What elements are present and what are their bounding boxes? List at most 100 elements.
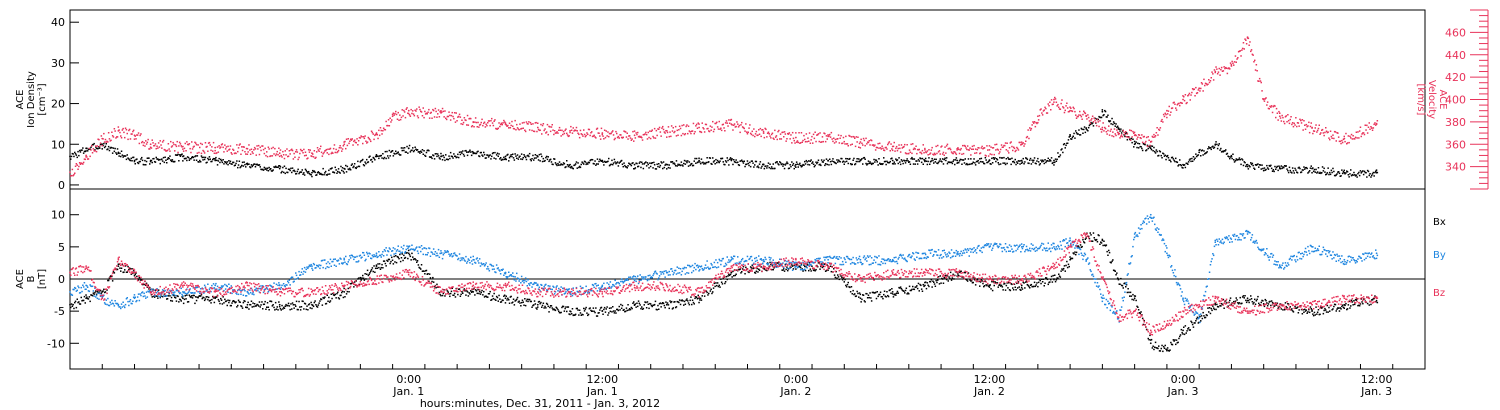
series-point (272, 146, 274, 149)
series-point (1160, 120, 1162, 122)
series-point (1085, 237, 1087, 239)
series-point (353, 286, 355, 288)
series-point (1243, 48, 1245, 50)
series-point (534, 154, 537, 156)
series-point (71, 152, 74, 155)
series-point (1211, 309, 1213, 312)
series-point (718, 120, 720, 123)
series-point (730, 118, 733, 121)
series-point (478, 290, 481, 293)
series-point (929, 280, 931, 283)
series-point (862, 294, 865, 296)
series-point (1175, 157, 1177, 160)
series-point (1266, 167, 1269, 169)
series-point (449, 292, 452, 295)
series-point (1374, 171, 1376, 174)
series-point (1343, 169, 1345, 172)
series-point (877, 164, 879, 166)
series-point (1258, 304, 1261, 306)
series-point (466, 151, 468, 153)
series-point (1337, 171, 1340, 173)
series-point (78, 154, 80, 157)
series-point (461, 152, 463, 154)
series-point (206, 145, 208, 148)
series-point (634, 303, 637, 305)
series-point (515, 129, 517, 131)
series-point (139, 134, 141, 137)
series-point (1177, 165, 1179, 167)
series-point (1024, 161, 1026, 163)
series-point (307, 172, 309, 174)
series-point (939, 153, 941, 155)
series-point (1287, 114, 1289, 116)
series-point (678, 129, 680, 131)
series-point (791, 264, 793, 266)
series-point (168, 157, 170, 160)
series-point (1237, 51, 1240, 53)
series-point (721, 283, 724, 285)
series-point (720, 127, 722, 129)
series-point (1138, 312, 1141, 314)
series-point (1358, 174, 1361, 177)
series-point (225, 146, 228, 148)
series-point (231, 302, 233, 304)
series-point (77, 150, 79, 153)
series-point (301, 150, 303, 152)
series-point (423, 270, 425, 272)
series-point (1189, 158, 1191, 160)
series-point (149, 288, 152, 291)
series-point (1329, 130, 1332, 132)
series-point (424, 273, 426, 275)
series-point (1125, 131, 1127, 133)
series-point (581, 133, 583, 136)
series-point (437, 109, 440, 111)
series-point (332, 152, 334, 154)
series-point (382, 153, 384, 155)
series-point (70, 306, 72, 309)
series-point (637, 165, 640, 168)
series-point (555, 132, 557, 134)
series-point (826, 163, 828, 166)
series-point (100, 292, 103, 294)
series-point (1093, 237, 1095, 239)
series-point (99, 142, 102, 144)
series-point (1259, 80, 1262, 82)
series-point (416, 108, 418, 110)
series-point (140, 279, 142, 281)
series-point (96, 291, 99, 293)
series-point (527, 154, 529, 157)
series-point (324, 303, 327, 305)
series-point (539, 129, 541, 131)
series-point (802, 139, 804, 142)
series-point (657, 165, 659, 168)
series-point (576, 167, 578, 169)
series-point (256, 145, 258, 147)
series-point (650, 130, 653, 132)
series-point (1300, 308, 1303, 311)
series-point (1336, 132, 1338, 134)
series-point (201, 156, 203, 159)
series-point (1046, 160, 1049, 162)
series-point (151, 161, 153, 164)
series-point (453, 294, 455, 296)
series-point (608, 132, 611, 135)
series-point (1286, 168, 1288, 170)
series-point (730, 158, 733, 160)
series-point (966, 279, 968, 281)
series-point (111, 275, 113, 278)
series-point (173, 161, 175, 163)
series-point (1187, 94, 1190, 96)
series-point (533, 130, 535, 132)
series-point (873, 158, 875, 161)
series-point (635, 306, 637, 308)
series-point (664, 164, 666, 166)
series-point (1151, 347, 1154, 349)
series-point (1042, 278, 1045, 280)
series-point (1296, 306, 1299, 308)
series-point (612, 134, 615, 136)
series-point (1219, 305, 1221, 307)
series-point (389, 155, 391, 157)
data-point (601, 132, 604, 134)
series-point (401, 109, 403, 111)
series-point (1074, 251, 1076, 253)
